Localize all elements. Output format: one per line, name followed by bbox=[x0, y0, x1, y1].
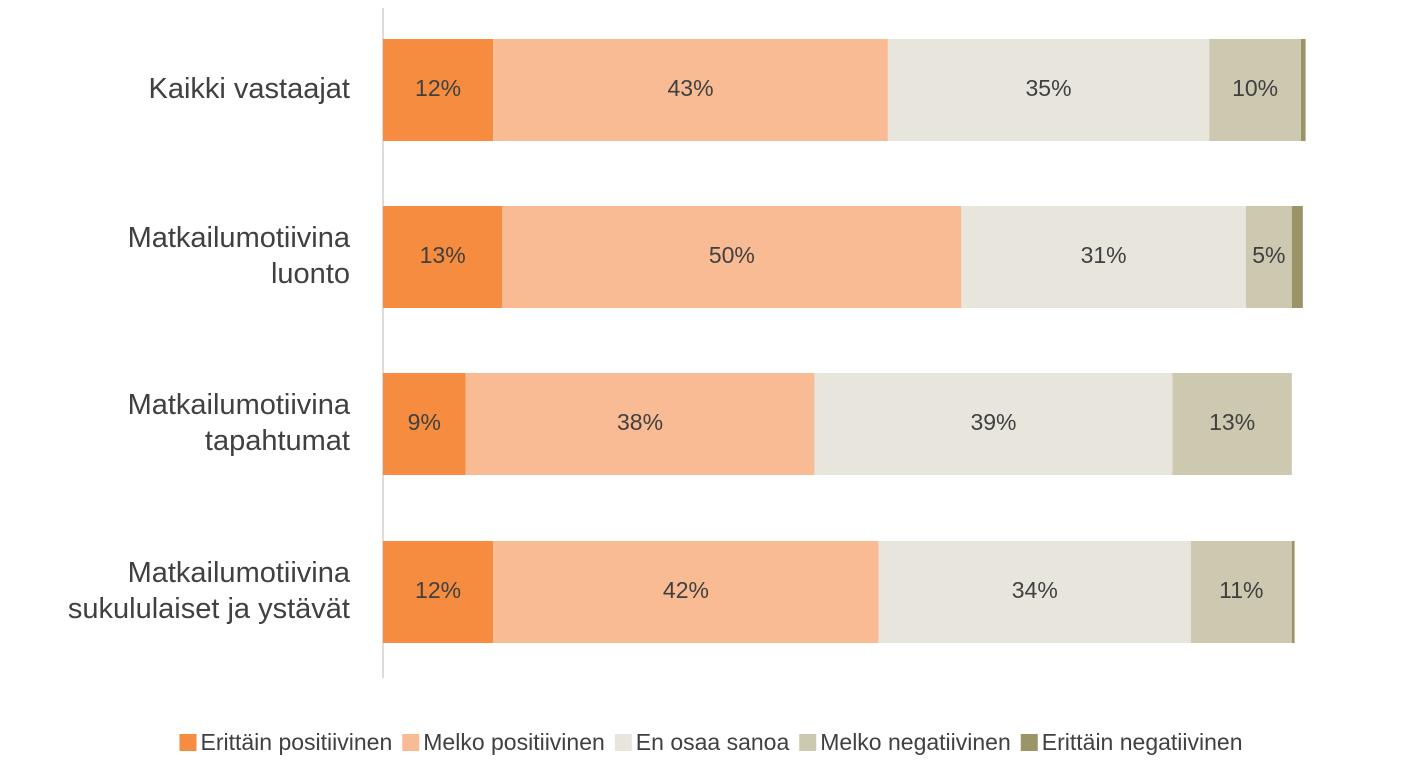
value-label: 39% bbox=[970, 409, 1016, 435]
value-label: 38% bbox=[617, 409, 663, 435]
value-label: 12% bbox=[415, 75, 461, 101]
value-label: 35% bbox=[1026, 75, 1072, 101]
value-label: 31% bbox=[1081, 242, 1127, 268]
value-label: 10% bbox=[1232, 75, 1278, 101]
legend-swatch bbox=[1021, 734, 1038, 751]
legend-label: En osaa sanoa bbox=[636, 729, 790, 755]
legend-label: Erittäin negatiivinen bbox=[1042, 729, 1243, 755]
value-label: 42% bbox=[663, 577, 709, 603]
bar-segment bbox=[1292, 206, 1303, 308]
legend-swatch bbox=[799, 734, 816, 751]
value-label: 34% bbox=[1012, 577, 1058, 603]
legend-swatch bbox=[180, 734, 197, 751]
legend-label: Melko positiivinen bbox=[423, 729, 605, 755]
bar-segment bbox=[1292, 541, 1295, 643]
legend-swatch bbox=[615, 734, 632, 751]
legend-swatch bbox=[402, 734, 419, 751]
value-label: 50% bbox=[709, 242, 755, 268]
category-label: Kaikki vastaajat bbox=[149, 73, 351, 105]
value-label: 9% bbox=[408, 409, 441, 435]
legend-label: Erittäin positiivinen bbox=[201, 729, 393, 755]
legend: Erittäin positiivinen Melko positiivinen E… bbox=[180, 729, 1243, 755]
page: {"chart_data": {"type": "stacked-bar-hor… bbox=[0, 0, 1422, 777]
bar-segment bbox=[1301, 39, 1306, 141]
value-label: 13% bbox=[420, 242, 466, 268]
chart: Kaikki vastaajat 12% 43% 35% 10% Matkailumoti… bbox=[0, 0, 1422, 772]
value-label: 12% bbox=[415, 577, 461, 603]
legend-label: Melko negatiivinen bbox=[820, 729, 1011, 755]
value-label: 13% bbox=[1209, 409, 1255, 435]
value-label: 11% bbox=[1219, 577, 1263, 603]
value-label: 43% bbox=[668, 75, 714, 101]
value-label: 5% bbox=[1252, 242, 1285, 268]
